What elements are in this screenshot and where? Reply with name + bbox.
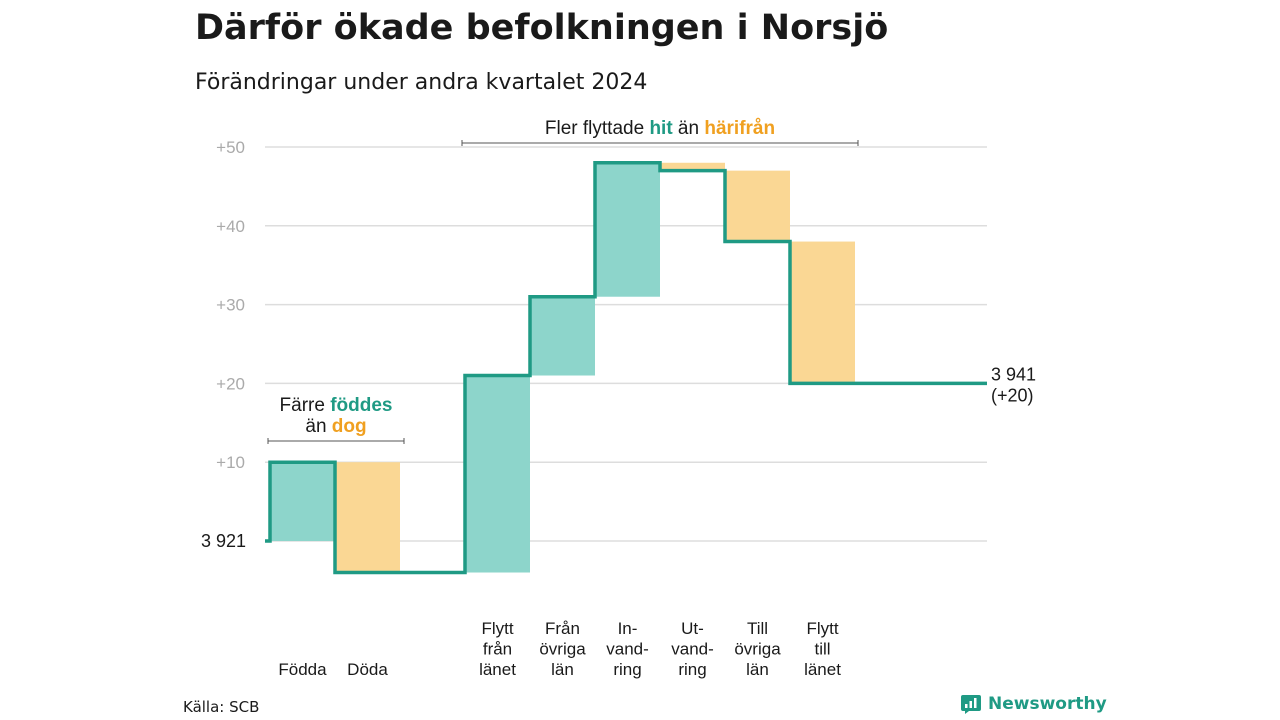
annotation-segment: dog bbox=[332, 416, 367, 437]
category-label: Döda bbox=[347, 660, 388, 679]
category-label: Till övriga län bbox=[734, 619, 781, 679]
source-note: Källa: SCB bbox=[183, 698, 260, 716]
running-total-line bbox=[265, 161, 987, 575]
chart-subtitle: Förändringar under andra kvartalet 2024 bbox=[195, 70, 648, 95]
annotation-segment: Fler flyttade bbox=[545, 118, 650, 139]
end-value-label: 3 941 (+20) bbox=[991, 364, 1036, 405]
category-label-line: länet bbox=[479, 660, 516, 679]
annotation-segment: Färre bbox=[280, 395, 331, 416]
y-tick-label: +20 bbox=[216, 374, 245, 393]
category-label-line: övriga bbox=[539, 640, 586, 659]
bar bbox=[790, 241, 855, 384]
bar bbox=[335, 462, 400, 573]
running-total-path bbox=[265, 161, 987, 575]
category-label-line: från bbox=[483, 640, 512, 659]
category-label-line: länet bbox=[804, 660, 841, 679]
category-label-line: ring bbox=[678, 660, 706, 679]
annotation-segment: föddes bbox=[330, 395, 392, 416]
y-tick-label: +50 bbox=[216, 138, 245, 157]
category-label-line: vand- bbox=[606, 640, 649, 659]
y-tick-label: +30 bbox=[216, 296, 245, 315]
category-label-line: län bbox=[551, 660, 574, 679]
category-label-line: Flytt bbox=[806, 619, 838, 638]
category-label-line: ring bbox=[613, 660, 641, 679]
start-value-label: 3 921 bbox=[201, 531, 246, 551]
brand-logo: Newsworthy bbox=[960, 693, 1107, 715]
annotation-segment: än bbox=[305, 416, 331, 437]
annotation-segment: hit bbox=[649, 118, 673, 139]
category-label-line: övriga bbox=[734, 640, 781, 659]
category-label-line: Döda bbox=[347, 660, 388, 679]
chart-title: Därför ökade befolkningen i Norsjö bbox=[195, 8, 889, 48]
end-value-label-line: (+20) bbox=[991, 385, 1034, 405]
brand-name: Newsworthy bbox=[988, 694, 1107, 714]
bar bbox=[595, 162, 660, 297]
bar bbox=[465, 375, 530, 573]
category-label: Ut-vand-ring bbox=[671, 619, 714, 679]
category-label: Flytt från länet bbox=[479, 619, 516, 679]
category-label: In-vand-ring bbox=[606, 619, 649, 679]
bar bbox=[660, 162, 725, 171]
category-label: Födda bbox=[278, 660, 327, 679]
annotation-text: än dog bbox=[305, 416, 366, 437]
category-label-line: In- bbox=[618, 619, 638, 638]
change-bars bbox=[270, 162, 855, 573]
bar bbox=[270, 462, 335, 541]
category-label-line: Födda bbox=[278, 660, 327, 679]
annotation-text: Fler flyttade hit än härifrån bbox=[545, 118, 775, 139]
y-tick-label: +40 bbox=[216, 217, 245, 236]
category-label-line: Från bbox=[545, 619, 580, 638]
category-label-line: Flytt bbox=[481, 619, 513, 638]
category-label-line: Ut- bbox=[681, 619, 704, 638]
category-label: Från övriga län bbox=[539, 619, 586, 679]
category-label-line: län bbox=[746, 660, 769, 679]
annotation-segment: härifrån bbox=[704, 118, 775, 139]
annotation-migration: Fler flyttade hit än härifrån bbox=[461, 118, 859, 146]
end-value-label-line: 3 941 bbox=[991, 364, 1036, 384]
category-label: Flytt till länet bbox=[804, 619, 841, 679]
category-label-line: Till bbox=[747, 619, 768, 638]
bar bbox=[725, 170, 790, 242]
category-label-line: vand- bbox=[671, 640, 714, 659]
annotation-text: Färre föddes bbox=[280, 395, 393, 416]
category-label-line: till bbox=[814, 640, 830, 659]
y-tick-label: +10 bbox=[216, 453, 245, 472]
bar bbox=[530, 296, 595, 376]
annotation-segment: än bbox=[673, 118, 705, 139]
bar-chart-logo-icon bbox=[961, 695, 981, 714]
